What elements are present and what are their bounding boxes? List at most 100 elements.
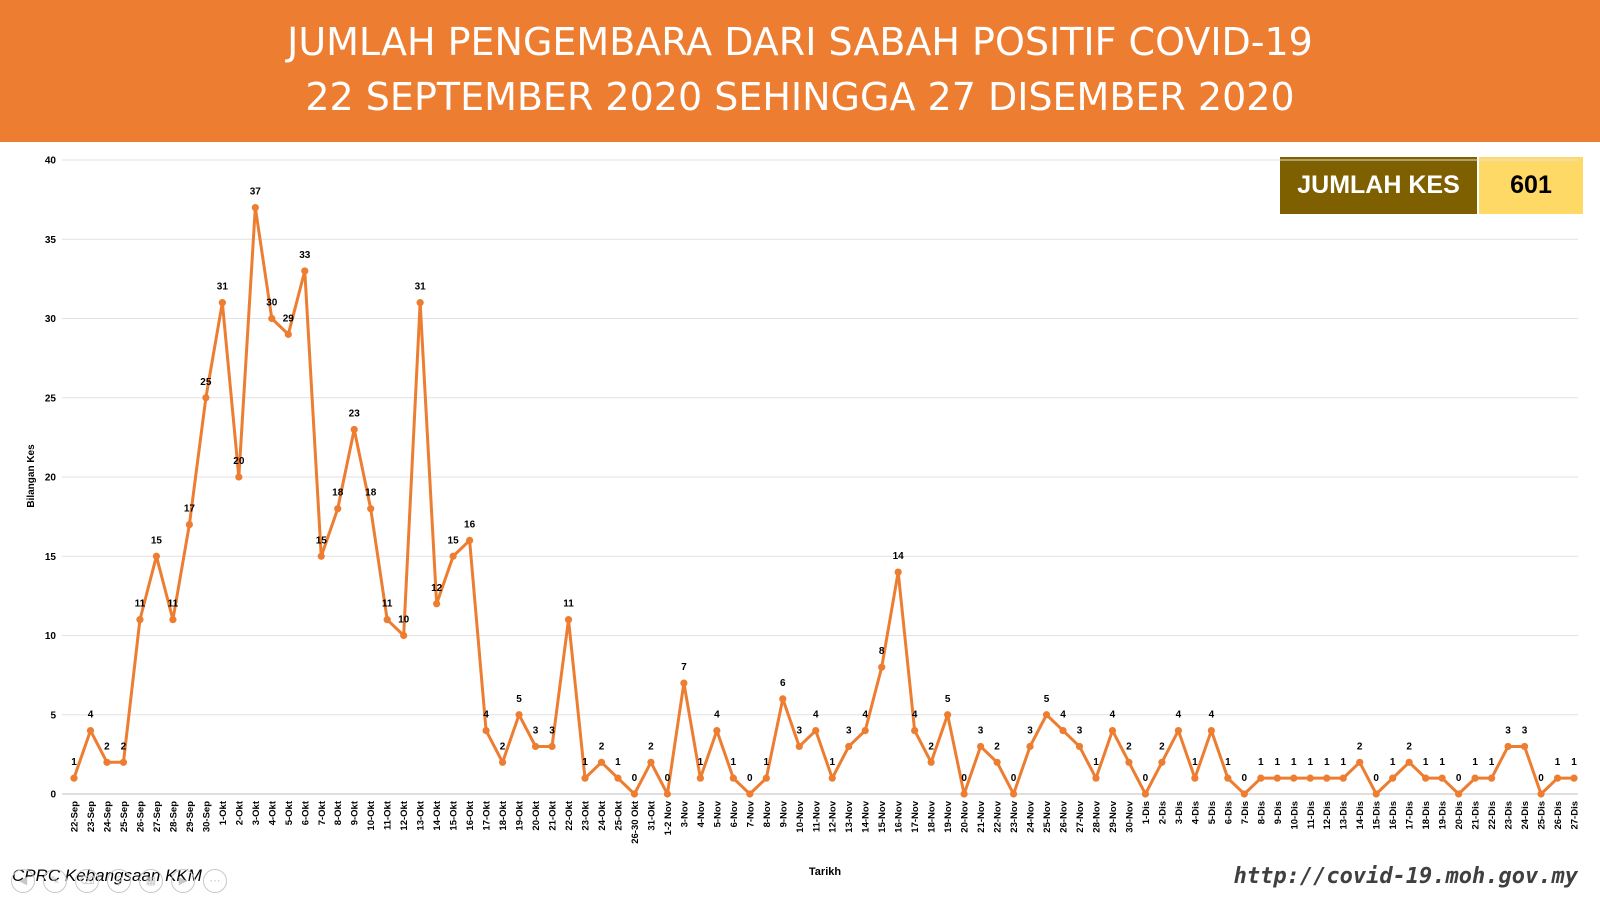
data-label: 1 (1489, 757, 1495, 768)
data-label: 0 (1538, 773, 1544, 784)
data-label: 1 (1472, 757, 1478, 768)
x-tick-label: 16-Okt (465, 800, 476, 830)
data-label: 1 (1423, 757, 1429, 768)
x-tick-label: 7-Nov (745, 800, 756, 827)
data-label: 2 (994, 741, 1000, 752)
data-point (795, 742, 803, 751)
series-segment (1143, 760, 1164, 796)
data-label: 11 (563, 599, 574, 610)
series-segment (863, 665, 884, 733)
series-segment (830, 744, 851, 780)
x-tick-label: 23-Dis (1504, 801, 1515, 830)
data-label: 18 (365, 488, 377, 499)
data-label: 4 (483, 710, 489, 721)
x-tick-label: 14-Dis (1355, 801, 1366, 830)
data-label: 15 (316, 535, 328, 546)
data-point (746, 790, 754, 798)
series-segment (1358, 760, 1378, 796)
data-label: 1 (71, 757, 77, 768)
x-tick-label: 11-Okt (383, 800, 394, 830)
x-tick-label: 10-Okt (366, 800, 377, 830)
data-label: 3 (533, 725, 539, 736)
x-tick-label: 25-Sep (119, 801, 130, 832)
x-tick-label: 24-Sep (102, 801, 113, 832)
data-point (1174, 727, 1182, 735)
data-label: 3 (1077, 725, 1083, 736)
data-label: 10 (398, 615, 410, 626)
x-tick-label: 29-Sep (185, 801, 196, 832)
data-label: 2 (121, 741, 127, 752)
data-point (1257, 774, 1265, 782)
y-tick-label: 30 (45, 314, 57, 325)
data-point (1438, 774, 1446, 782)
series-segment (451, 538, 472, 558)
eraser-icon[interactable]: ⌫ (75, 869, 99, 893)
series-segment (352, 427, 373, 511)
pen-icon[interactable]: ✎ (43, 869, 67, 893)
x-tick-label: 28-Nov (1091, 800, 1102, 832)
series-segment (1045, 713, 1065, 733)
series-segment (204, 301, 224, 400)
data-point (152, 552, 161, 560)
x-tick-label: 2-Dis (1157, 801, 1168, 824)
series-segment (764, 697, 785, 780)
series-segment (1341, 760, 1362, 780)
data-label: 4 (912, 710, 918, 721)
data-point (498, 758, 507, 766)
x-tick-label: 11-Dis (1306, 801, 1317, 829)
x-tick-label: 24-Nov (1026, 800, 1037, 832)
more-options-icon[interactable]: ⋯ (203, 869, 227, 893)
series-segment (550, 618, 571, 748)
data-label: 3 (549, 725, 555, 736)
data-label: 3 (978, 725, 984, 736)
data-label: 1 (1307, 757, 1313, 768)
data-point (1422, 774, 1430, 782)
data-point (663, 790, 672, 798)
series-segment (962, 744, 983, 796)
x-tick-label: 22-Nov (993, 800, 1004, 832)
x-tick-label: 22-Dis (1487, 801, 1498, 830)
data-point (1075, 742, 1084, 751)
series-segment (1374, 776, 1395, 796)
series-segment (1226, 776, 1246, 796)
slides-icon[interactable]: ▦ (139, 869, 163, 893)
previous-slide-icon[interactable]: ◀ (11, 869, 35, 893)
data-point (449, 552, 457, 560)
data-point (1405, 758, 1413, 766)
data-label: 11 (382, 599, 393, 610)
series-segment (616, 776, 636, 796)
x-axis-label: Tarikh (809, 866, 841, 878)
series-segment (913, 729, 933, 764)
next-slide-icon[interactable]: ▶ (171, 869, 195, 893)
series-segment (1012, 744, 1032, 796)
data-point (1487, 774, 1496, 782)
data-point (185, 520, 193, 529)
x-tick-label: 8-Nov (762, 800, 773, 827)
data-point (136, 616, 144, 624)
series-segment (1094, 729, 1114, 780)
data-label: 4 (88, 710, 94, 721)
data-label: 1 (1439, 757, 1445, 768)
data-point (944, 711, 952, 719)
data-point (614, 774, 622, 782)
data-label: 4 (1209, 710, 1215, 721)
data-label: 8 (879, 646, 885, 657)
series-segment (698, 729, 719, 780)
x-tick-label: 13-Dis (1339, 801, 1350, 830)
data-point (416, 299, 424, 307)
x-tick-label: 14-Okt (432, 800, 443, 830)
series-segment (138, 554, 158, 622)
x-tick-label: 16-Dis (1388, 801, 1399, 830)
data-label: 3 (796, 725, 802, 736)
data-point (515, 711, 523, 719)
data-label: 1 (764, 757, 770, 768)
x-tick-label: 24-Okt (597, 800, 608, 830)
x-tick-label: 8-Okt (333, 800, 344, 825)
data-point (1372, 790, 1380, 798)
zoom-icon[interactable]: ⚲ (107, 869, 131, 893)
data-point (779, 695, 787, 703)
data-label: 4 (1176, 710, 1182, 721)
data-point (1455, 790, 1463, 798)
data-label: 1 (582, 757, 588, 768)
series-segment (1077, 744, 1098, 780)
